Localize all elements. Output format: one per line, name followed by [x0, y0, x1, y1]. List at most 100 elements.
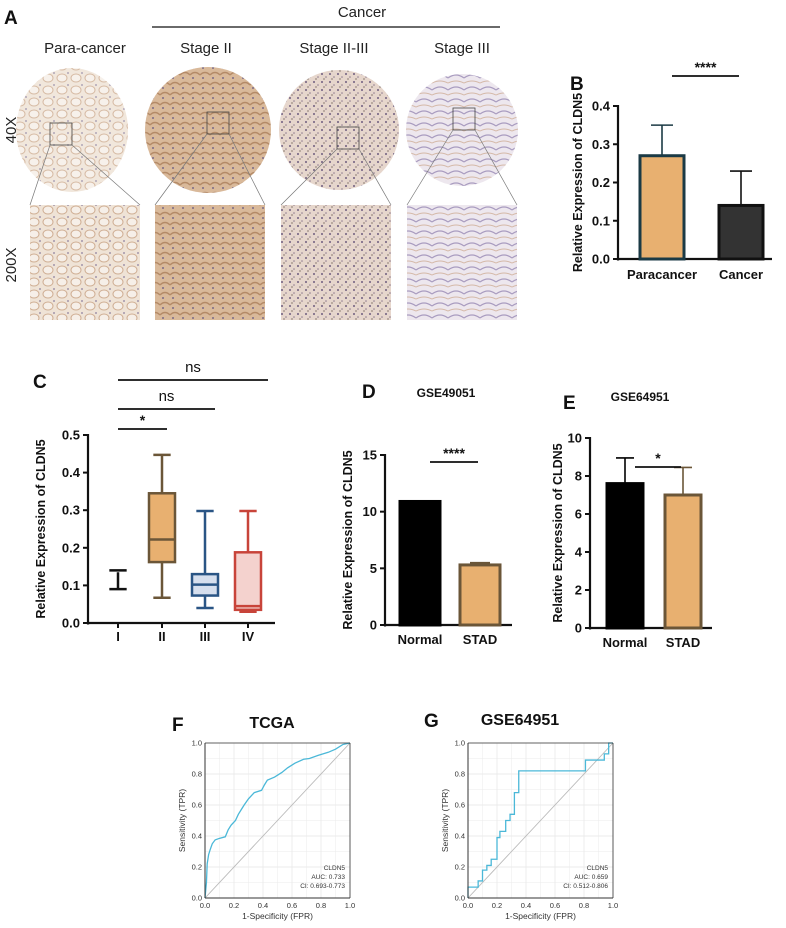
chart-title: GSE64951 [481, 712, 559, 729]
significance-label: ns [185, 359, 201, 376]
x-tick-label: 0.0 [463, 901, 473, 910]
reference-diagonal [467, 742, 614, 899]
column-label-stage-ii: Stage II [180, 40, 232, 57]
row-label-40x: 40X [3, 117, 20, 144]
bar-stad [458, 563, 502, 627]
x-category-label: I [116, 629, 120, 644]
panel-label-b: B [570, 74, 584, 95]
zoom-box-stage-ii [206, 111, 230, 135]
x-category-label: II [158, 629, 165, 644]
bar-paracancer [638, 154, 686, 261]
y-tick-label: 2 [575, 583, 582, 598]
chart-d: GSE49051 0 5 10 15 Relative Expression of CLD… [341, 386, 512, 647]
bar-normal [605, 482, 645, 630]
x-tick-label: 0.0 [200, 901, 210, 910]
y-tick-label: 0.3 [62, 503, 80, 518]
y-tick-label: 10 [568, 431, 582, 446]
panel-label-c: C [33, 372, 47, 393]
y-tick-label: 8 [575, 469, 582, 484]
x-tick-label: 1.0 [345, 901, 355, 910]
y-tick-label: 0.6 [455, 801, 465, 810]
legend-text: CI: 0.512-0.806 [563, 883, 608, 890]
y-tick-label: 15 [363, 448, 377, 463]
x-category-label: Paracancer [627, 267, 697, 282]
x-category-label: STAD [463, 632, 497, 647]
chart-title: TCGA [249, 715, 295, 732]
y-tick-label: 0.4 [62, 465, 81, 480]
legend-text: CLDN5 [324, 865, 346, 872]
micrograph-stage-ii-iii-200x [281, 205, 391, 320]
column-label-stage-iii: Stage III [434, 40, 490, 57]
y-axis-label: Relative Expression of CLDN5 [34, 439, 48, 618]
y-tick-label: 0.8 [455, 770, 465, 779]
y-tick-label: 5 [370, 561, 377, 576]
roc-curve [204, 742, 351, 899]
x-category-label: Normal [398, 632, 443, 647]
y-tick-label: 0.2 [592, 175, 610, 190]
x-tick-label: 0.8 [579, 901, 589, 910]
chart-b: 0.0 0.1 0.2 0.3 0.4 Relative Expression of CL… [571, 59, 772, 282]
y-tick-label: 0 [370, 618, 377, 633]
x-axis-label: 1-Specificity (FPR) [505, 911, 576, 921]
chart-title: GSE64951 [611, 390, 670, 404]
charts: 0.0 0.1 0.2 0.3 0.4 Relative Expression of CL… [34, 59, 772, 921]
y-tick-label: 0.2 [62, 540, 80, 555]
y-tick-label: 0.4 [455, 832, 465, 841]
chart-g: GSE64951 0.00.0 0.2 0.2 0.4 0.4 0.6 0.6 0.8 0.8 1.… [440, 712, 618, 921]
y-tick-label: 0.4 [592, 99, 611, 114]
legend-text: AUC: 0.733 [311, 874, 345, 881]
panel-label-a: A [4, 8, 18, 29]
y-tick-label: 0.1 [592, 213, 610, 228]
significance-label: **** [695, 59, 717, 75]
panel-label-f: F [172, 715, 184, 736]
y-tick-label: 0.1 [62, 578, 80, 593]
row-label-200x: 200X [3, 247, 20, 282]
x-category-label: IV [242, 629, 255, 644]
column-label-para-cancer: Para-cancer [44, 40, 126, 57]
significance-label: * [655, 450, 661, 466]
x-category-label: Normal [603, 635, 648, 650]
x-category-label: III [200, 629, 211, 644]
zoom-box-stage-iii [452, 107, 476, 131]
y-tick-label: 4 [575, 545, 583, 560]
y-tick-label: 0.8 [192, 770, 202, 779]
cancer-group-title: Cancer [338, 4, 386, 21]
panel-label-d: D [362, 382, 376, 403]
x-category-label: Cancer [719, 267, 763, 282]
y-tick-label: 0.6 [192, 801, 202, 810]
x-tick-label: 0.4 [521, 901, 531, 910]
y-axis-label: Relative Expression of CLDN5 [341, 450, 355, 629]
x-tick-label: 1.0 [608, 901, 618, 910]
chart-f: TCGA 0.00.0 0.2 0.2 0.4 0.4 0.6 0.6 0.8 0.8 1.0 1.0… [177, 715, 355, 921]
significance-label: ns [159, 388, 175, 405]
column-label-stage-ii-iii: Stage II-III [299, 40, 368, 57]
panel-label-e: E [563, 393, 576, 414]
y-tick-label: 0.0 [62, 616, 80, 631]
y-axis-label: Relative Expression of CLDN5 [551, 443, 565, 622]
y-tick-label: 0.0 [192, 894, 202, 903]
x-category-label: STAD [666, 635, 700, 650]
x-tick-label: 0.6 [550, 901, 560, 910]
zoom-box-para-cancer [49, 122, 73, 146]
micrograph-stage-ii-200x [155, 205, 265, 320]
x-tick-label: 0.2 [229, 901, 239, 910]
panel-a: A Cancer Para-cancer Stage II Stage II-I… [3, 4, 518, 320]
y-tick-label: 6 [575, 507, 582, 522]
x-tick-label: 0.8 [316, 901, 326, 910]
y-tick-label: 0 [575, 621, 582, 636]
significance-label: * [140, 412, 146, 428]
legend-text: CLDN5 [587, 865, 609, 872]
y-tick-label: 10 [363, 504, 377, 519]
y-tick-label: 0.4 [192, 832, 202, 841]
y-axis-label: Relative Expression of CLDN5 [571, 93, 585, 272]
bar-cancer [717, 203, 765, 261]
zoom-connector-lines [29, 129, 518, 206]
y-tick-label: 0.3 [592, 137, 610, 152]
x-tick-label: 0.4 [258, 901, 268, 910]
y-tick-label: 1.0 [192, 739, 202, 748]
y-tick-label: 0.2 [192, 863, 202, 872]
zoom-box-stage-ii-iii [336, 126, 360, 150]
panel-label-g: G [424, 711, 439, 732]
